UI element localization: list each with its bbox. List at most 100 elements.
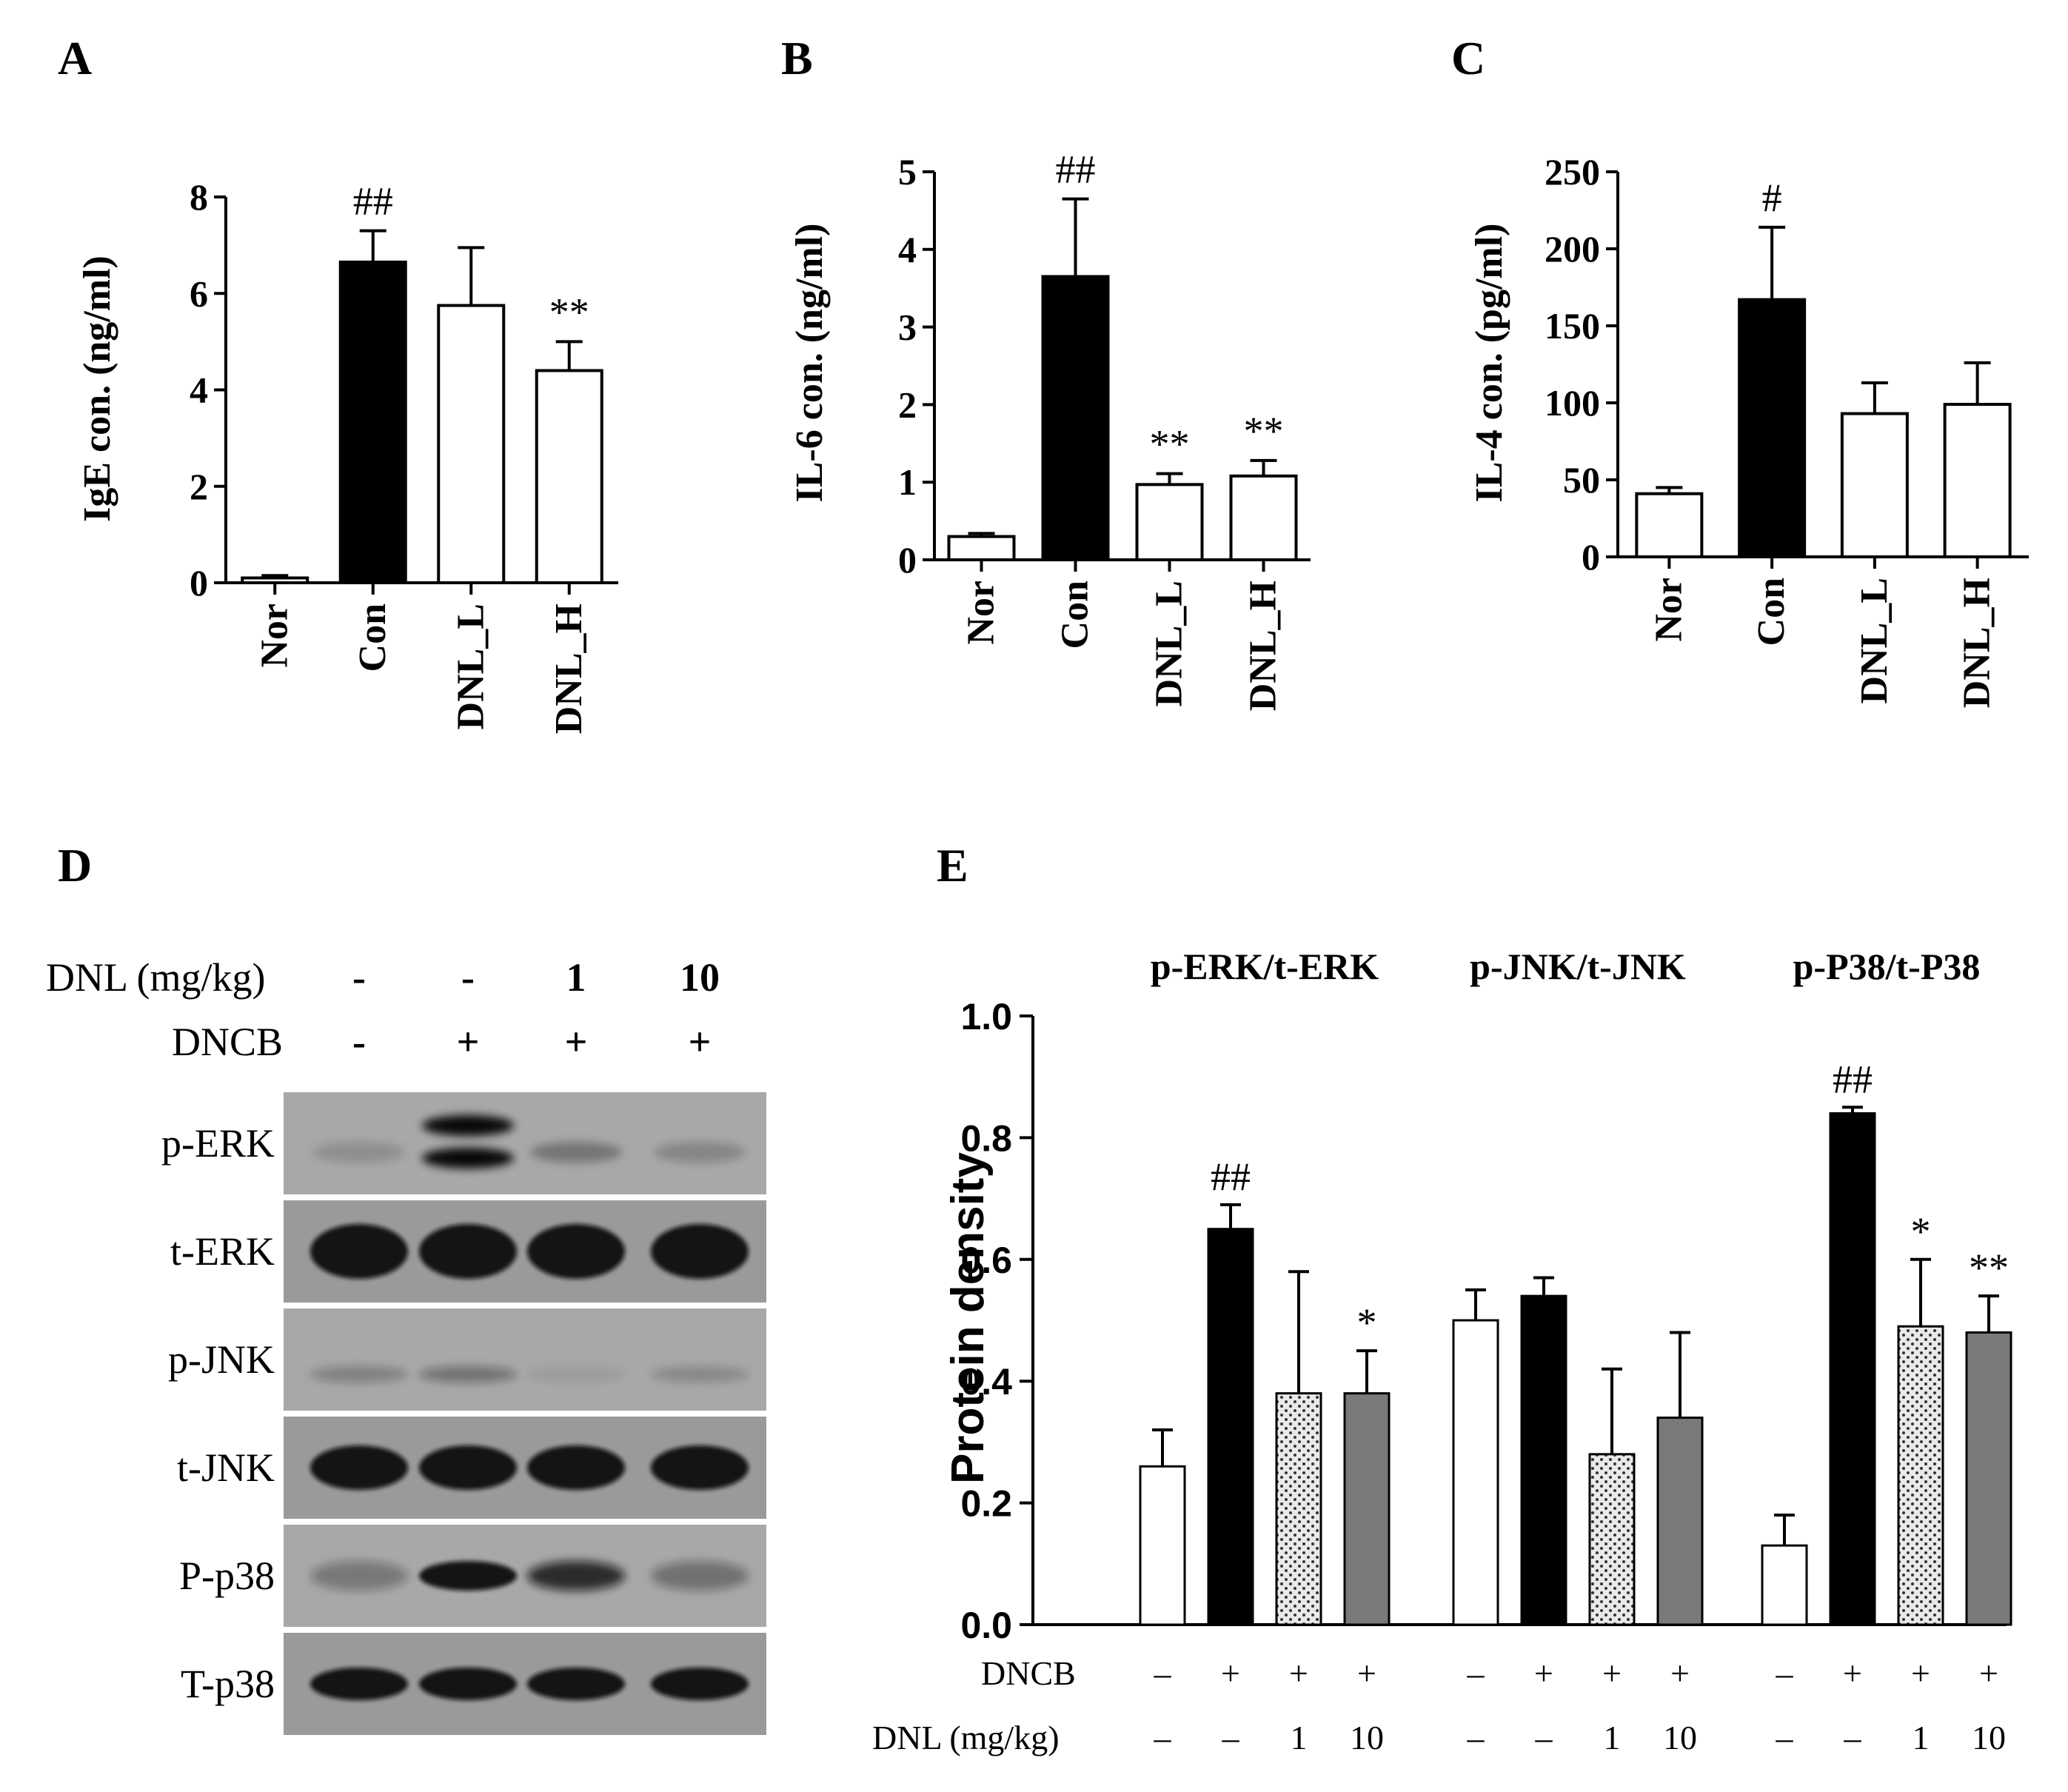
- chart-e-dnl-value: –: [1222, 1719, 1240, 1756]
- chart-a: IgE con. (ng/ml) 0 2 4 6 8 Nor ## Con DNL_L ** DNL…: [76, 176, 618, 734]
- chart-b-y-tick-label: 2: [898, 384, 917, 425]
- chart-a-category-label: DNL_L: [449, 604, 492, 729]
- blot-band: [422, 1115, 514, 1136]
- chart-e-bar: [1829, 1112, 1876, 1626]
- chart-e-dncb-value: +: [1221, 1654, 1240, 1692]
- chart-e-bar: [1897, 1325, 1944, 1626]
- chart-b-significance: **: [1244, 409, 1284, 453]
- chart-a-bar: [241, 576, 309, 584]
- chart-e-bar: [1343, 1392, 1391, 1626]
- chart-b-category-label: DNL_L: [1148, 581, 1191, 706]
- blot-band: [527, 1445, 625, 1490]
- chart-a-category-label: DNL_H: [548, 604, 590, 734]
- blot-row-label: P-p38: [179, 1554, 275, 1598]
- chart-b-y-tick-label: 0: [898, 539, 917, 581]
- blot-dncb-value: -: [352, 1020, 366, 1064]
- chart-e-dnl-value: –: [1844, 1719, 1862, 1756]
- chart-e-group-title: p-JNK/t-JNK: [1470, 946, 1686, 987]
- blot-dnl-value: -: [461, 955, 475, 1000]
- chart-c-category-label: DNL_L: [1853, 578, 1895, 703]
- blot-band: [651, 1445, 749, 1490]
- chart-e-significance: ##: [1833, 1057, 1873, 1101]
- chart-e-group-title: p-ERK/t-ERK: [1151, 946, 1379, 987]
- blot-band: [419, 1445, 517, 1490]
- blot-row-label: p-JNK: [168, 1337, 275, 1382]
- chart-b-y-tick-label: 1: [898, 461, 917, 503]
- blot-dnl-label: DNL (mg/kg): [46, 955, 265, 1000]
- chart-a-category-label: Nor: [253, 604, 295, 668]
- blot-dncb-value: +: [689, 1020, 712, 1064]
- chart-e-dncb-value: +: [1289, 1654, 1308, 1692]
- chart-e-dnl-value: –: [1154, 1719, 1172, 1756]
- chart-c-y-tick-label: 150: [1545, 305, 1600, 347]
- blot-dnl-value: -: [352, 955, 366, 1000]
- chart-e-dncb-value: –: [1467, 1654, 1485, 1692]
- chart-e-dncb-value: +: [1911, 1654, 1930, 1692]
- blot-row-label: t-ERK: [170, 1229, 275, 1274]
- blot-band: [654, 1142, 746, 1163]
- blot-band: [527, 1561, 625, 1591]
- chart-b-bar: [947, 535, 1016, 561]
- blot-band: [422, 1148, 514, 1169]
- chart-e-y-tick-label: 0.4: [960, 1361, 1012, 1402]
- chart-c-category-label: Nor: [1647, 578, 1690, 642]
- chart-e: Protein density DNCB DNL (mg/kg) 0.0 0.2 0…: [872, 946, 2012, 1756]
- chart-a-significance: ##: [353, 179, 393, 224]
- chart-e-dnl-value: 10: [1350, 1719, 1384, 1756]
- chart-e-bar: [1207, 1228, 1254, 1626]
- chart-c-significance: #: [1762, 175, 1782, 220]
- chart-e-significance: **: [1969, 1246, 2009, 1290]
- western-blot: DNL (mg/kg) DNCB - - 1 10 - + + + p-ERK t-ERK p-JN…: [46, 955, 766, 1735]
- chart-c-bar: [1840, 412, 1909, 558]
- blot-strip: [284, 1308, 766, 1411]
- chart-b-bar: [1135, 483, 1204, 561]
- blot-band: [419, 1561, 517, 1591]
- chart-e-significance: *: [1357, 1300, 1377, 1345]
- chart-e-bar: [1452, 1319, 1499, 1626]
- blot-band: [651, 1668, 749, 1700]
- panel-label-d: D: [58, 839, 92, 892]
- chart-b-significance: **: [1150, 422, 1190, 467]
- blot-row-label: T-p38: [181, 1662, 275, 1706]
- chart-e-y-tick-label: 0.2: [960, 1483, 1012, 1525]
- blot-band: [313, 1142, 405, 1163]
- chart-e-bar: [1656, 1417, 1704, 1626]
- chart-a-y-tick-label: 8: [190, 176, 208, 218]
- blot-band: [651, 1561, 749, 1591]
- blot-band: [419, 1668, 517, 1700]
- blot-band: [651, 1366, 749, 1383]
- chart-a-y-tick-label: 4: [190, 370, 208, 411]
- chart-c-y-tick-label: 0: [1582, 536, 1600, 578]
- chart-c-y-tick-label: 200: [1545, 228, 1600, 270]
- blot-band: [310, 1224, 408, 1279]
- chart-e-significance: *: [1911, 1209, 1931, 1254]
- blot-dnl-value: 1: [566, 955, 586, 1000]
- panel-label-e: E: [937, 839, 968, 892]
- panel-label-c: C: [1451, 32, 1485, 84]
- chart-e-dncb-label: DNCB: [981, 1654, 1076, 1692]
- chart-b-y-tick-label: 3: [898, 307, 917, 348]
- blot-band: [310, 1668, 408, 1700]
- blot-band: [310, 1445, 408, 1490]
- chart-b-bar: [1229, 474, 1298, 561]
- blot-band: [527, 1668, 625, 1700]
- chart-e-bar: [1139, 1465, 1186, 1626]
- chart-e-dncb-value: +: [1979, 1654, 1998, 1692]
- chart-c-bar: [1738, 298, 1807, 558]
- blot-dnl-value: 10: [680, 955, 720, 1000]
- chart-e-y-tick-label: 1.0: [960, 996, 1012, 1037]
- chart-b-category-label: DNL_H: [1242, 581, 1285, 711]
- chart-e-bar: [1965, 1331, 2012, 1626]
- blot-dncb-label: DNCB: [172, 1020, 283, 1064]
- chart-c-y-tick-label: 250: [1545, 151, 1600, 193]
- chart-c-category-label: Con: [1750, 578, 1793, 646]
- chart-a-category-label: Con: [352, 604, 394, 672]
- chart-e-dnl-value: 1: [1604, 1719, 1621, 1756]
- chart-a-bar: [338, 260, 407, 584]
- blot-dncb-value: +: [457, 1020, 480, 1064]
- chart-e-y-tick-label: 0.8: [960, 1117, 1012, 1159]
- chart-c-y-axis-title: IL-4 con. (pg/ml): [1468, 224, 1510, 503]
- blot-band: [527, 1366, 625, 1383]
- chart-b-y-axis-title: IL-6 con. (ng/ml): [789, 224, 831, 503]
- chart-e-y-axis-title: Protein density: [943, 1152, 994, 1484]
